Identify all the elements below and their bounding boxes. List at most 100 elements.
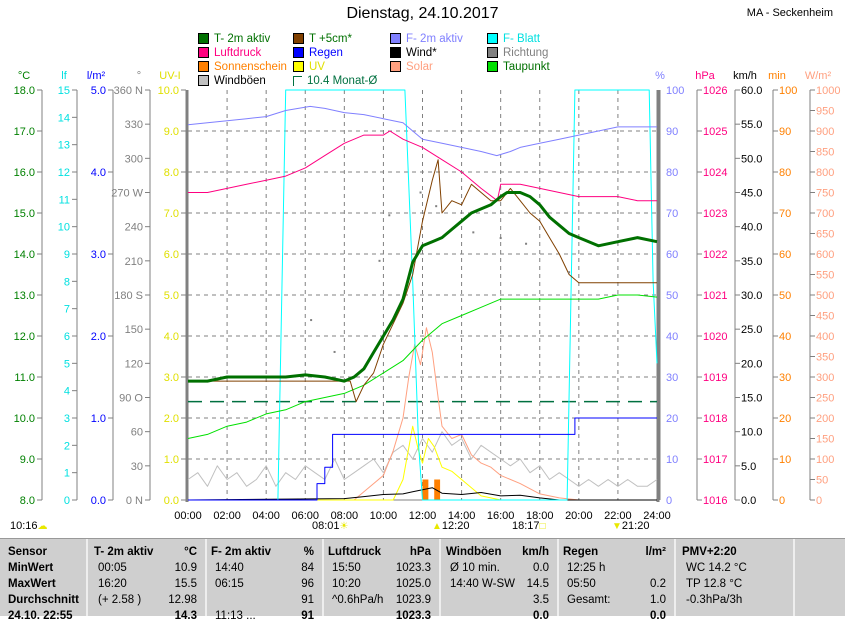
hum-tick-label: 50 xyxy=(666,290,678,302)
sunshine-bar xyxy=(434,479,441,500)
solar-tick-label: 150 xyxy=(816,434,834,446)
legend-swatch xyxy=(293,61,304,72)
press-axis-unit: hPa xyxy=(695,70,715,82)
rain-tick-label: 4.0 xyxy=(91,167,106,179)
legend-label: T +5cm* xyxy=(309,32,352,45)
temp-tick-label: 18.0 xyxy=(14,85,35,97)
cell-value: 0.0 xyxy=(650,610,666,622)
x-tick-label: 16:00 xyxy=(487,510,515,522)
legend-label: T- 2m aktiv xyxy=(214,32,271,45)
cell-label: TP 12.8 °C xyxy=(686,578,743,590)
solar-tick-label: 650 xyxy=(816,229,834,241)
solar-tick-label: 300 xyxy=(816,372,834,384)
leaf-tick-label: 15 xyxy=(58,85,70,97)
x-tick-label: 00:00 xyxy=(174,510,202,522)
rain-tick-label: 2.0 xyxy=(91,331,106,343)
sunrise-time: 08:01☀ xyxy=(312,520,349,532)
series-t-5cm xyxy=(188,159,657,403)
cell-value: 84 xyxy=(301,562,314,574)
moon-icon: ▲ xyxy=(432,521,442,532)
legend-label: Luftdruck xyxy=(214,46,262,59)
legend-item: UV xyxy=(293,60,325,73)
legend-item: Luftdruck xyxy=(198,46,261,59)
x-tick-label: 18:00 xyxy=(526,510,554,522)
hum-tick-label: 20 xyxy=(666,413,678,425)
leaf-tick-label: 11 xyxy=(59,194,70,206)
wind-tick-label: 15.0 xyxy=(741,393,762,405)
row-label: 24.10. 22:55 xyxy=(8,610,73,622)
legend-swatch xyxy=(198,75,209,86)
cell-value: 0.2 xyxy=(650,578,666,590)
sun-tick-label: 70 xyxy=(779,208,791,220)
x-tick-label: 20:00 xyxy=(565,510,593,522)
leaf-tick-label: 2 xyxy=(64,440,70,452)
cell-label: -0.3hPa/3h xyxy=(686,594,743,606)
cell-label: WC 14.2 °C xyxy=(686,562,747,574)
x-tick-label: 04:00 xyxy=(252,510,280,522)
cell-value: 12.98 xyxy=(168,594,197,606)
wind-direction-point xyxy=(525,242,528,245)
hum-tick-label: 90 xyxy=(666,126,678,138)
cell-label: 05:50 xyxy=(567,578,596,590)
cell-label: 14:40 W-SW xyxy=(450,578,515,590)
hum-tick-label: 30 xyxy=(666,372,678,384)
rain-tick-label: 1.0 xyxy=(91,413,106,425)
hum-tick-label: 0 xyxy=(666,495,672,507)
uv-tick-label: 7.0 xyxy=(164,208,179,220)
dir-tick-label: 60 xyxy=(131,427,143,439)
leaf-tick-label: 8 xyxy=(64,276,70,288)
solar-tick-label: 350 xyxy=(816,352,834,364)
sun-tick-label: 90 xyxy=(779,126,791,138)
stats-column: F- 2m aktiv% 14:40 84 06:15 96 91 11:13 ... 91 xyxy=(205,539,324,622)
column-title: F- 2m aktiv xyxy=(211,546,272,558)
solar-tick-label: 550 xyxy=(816,270,834,282)
cell-label: 06:15 xyxy=(215,578,244,590)
rain-tick-label: 5.0 xyxy=(91,85,106,97)
wind-direction-point xyxy=(333,350,336,353)
sun-axis-unit: min xyxy=(768,70,786,82)
leaf-axis-unit: lf xyxy=(61,70,67,82)
legend-swatch xyxy=(487,33,498,44)
weather-chart: °C18.017.016.015.014.013.012.011.010.09.… xyxy=(14,70,841,522)
dir-tick-label: 150 xyxy=(125,324,143,336)
legend-item: T +5cm* xyxy=(293,32,352,45)
column-title: Regen xyxy=(563,546,599,558)
solar-tick-label: 600 xyxy=(816,249,834,261)
legend-swatch xyxy=(198,47,209,58)
sunshine-bar xyxy=(422,479,429,500)
solar-tick-label: 850 xyxy=(816,147,834,159)
legend-label: Richtung xyxy=(503,46,549,59)
dir-tick-label: 120 xyxy=(125,358,143,370)
hum-tick-label: 10 xyxy=(666,454,678,466)
cell-value: 0.0 xyxy=(533,610,549,622)
temp-tick-label: 8.0 xyxy=(20,495,35,507)
cell-label: 11:13 ... xyxy=(215,610,256,622)
dir-tick-label: 330 xyxy=(125,119,143,131)
legend-item: F- 2m aktiv xyxy=(390,32,463,45)
sun-tick-label: 50 xyxy=(779,290,791,302)
temp-axis-unit: °C xyxy=(18,70,30,82)
cell-label: Ø 10 min. xyxy=(450,562,500,574)
press-tick-label: 1019 xyxy=(703,372,727,384)
cell-value: 91 xyxy=(301,610,314,622)
legend-label: Windböen xyxy=(214,74,266,87)
wind-tick-label: 60.0 xyxy=(741,85,762,97)
wind-axis-unit: km/h xyxy=(733,70,757,82)
cell-value: 10.9 xyxy=(174,562,197,574)
legend-swatch xyxy=(293,33,304,44)
column-title: T- 2m aktiv xyxy=(94,546,154,558)
uv-tick-label: 10.0 xyxy=(158,85,179,97)
weather-icon: ☁ xyxy=(37,521,48,532)
legend-swatch xyxy=(198,61,209,72)
column-unit: l/m² xyxy=(645,546,666,558)
wind-direction-point xyxy=(419,191,422,194)
legend-swatch xyxy=(293,75,302,86)
wind-tick-label: 5.0 xyxy=(741,461,756,473)
temp-tick-label: 16.0 xyxy=(14,167,35,179)
row-label: MinWert xyxy=(8,562,54,574)
uv-tick-label: 4.0 xyxy=(164,331,179,343)
column-title: Luftdruck xyxy=(328,546,382,558)
wind-tick-label: 30.0 xyxy=(741,290,762,302)
leaf-tick-label: 13 xyxy=(58,140,70,152)
cell-value: 91 xyxy=(301,594,314,606)
